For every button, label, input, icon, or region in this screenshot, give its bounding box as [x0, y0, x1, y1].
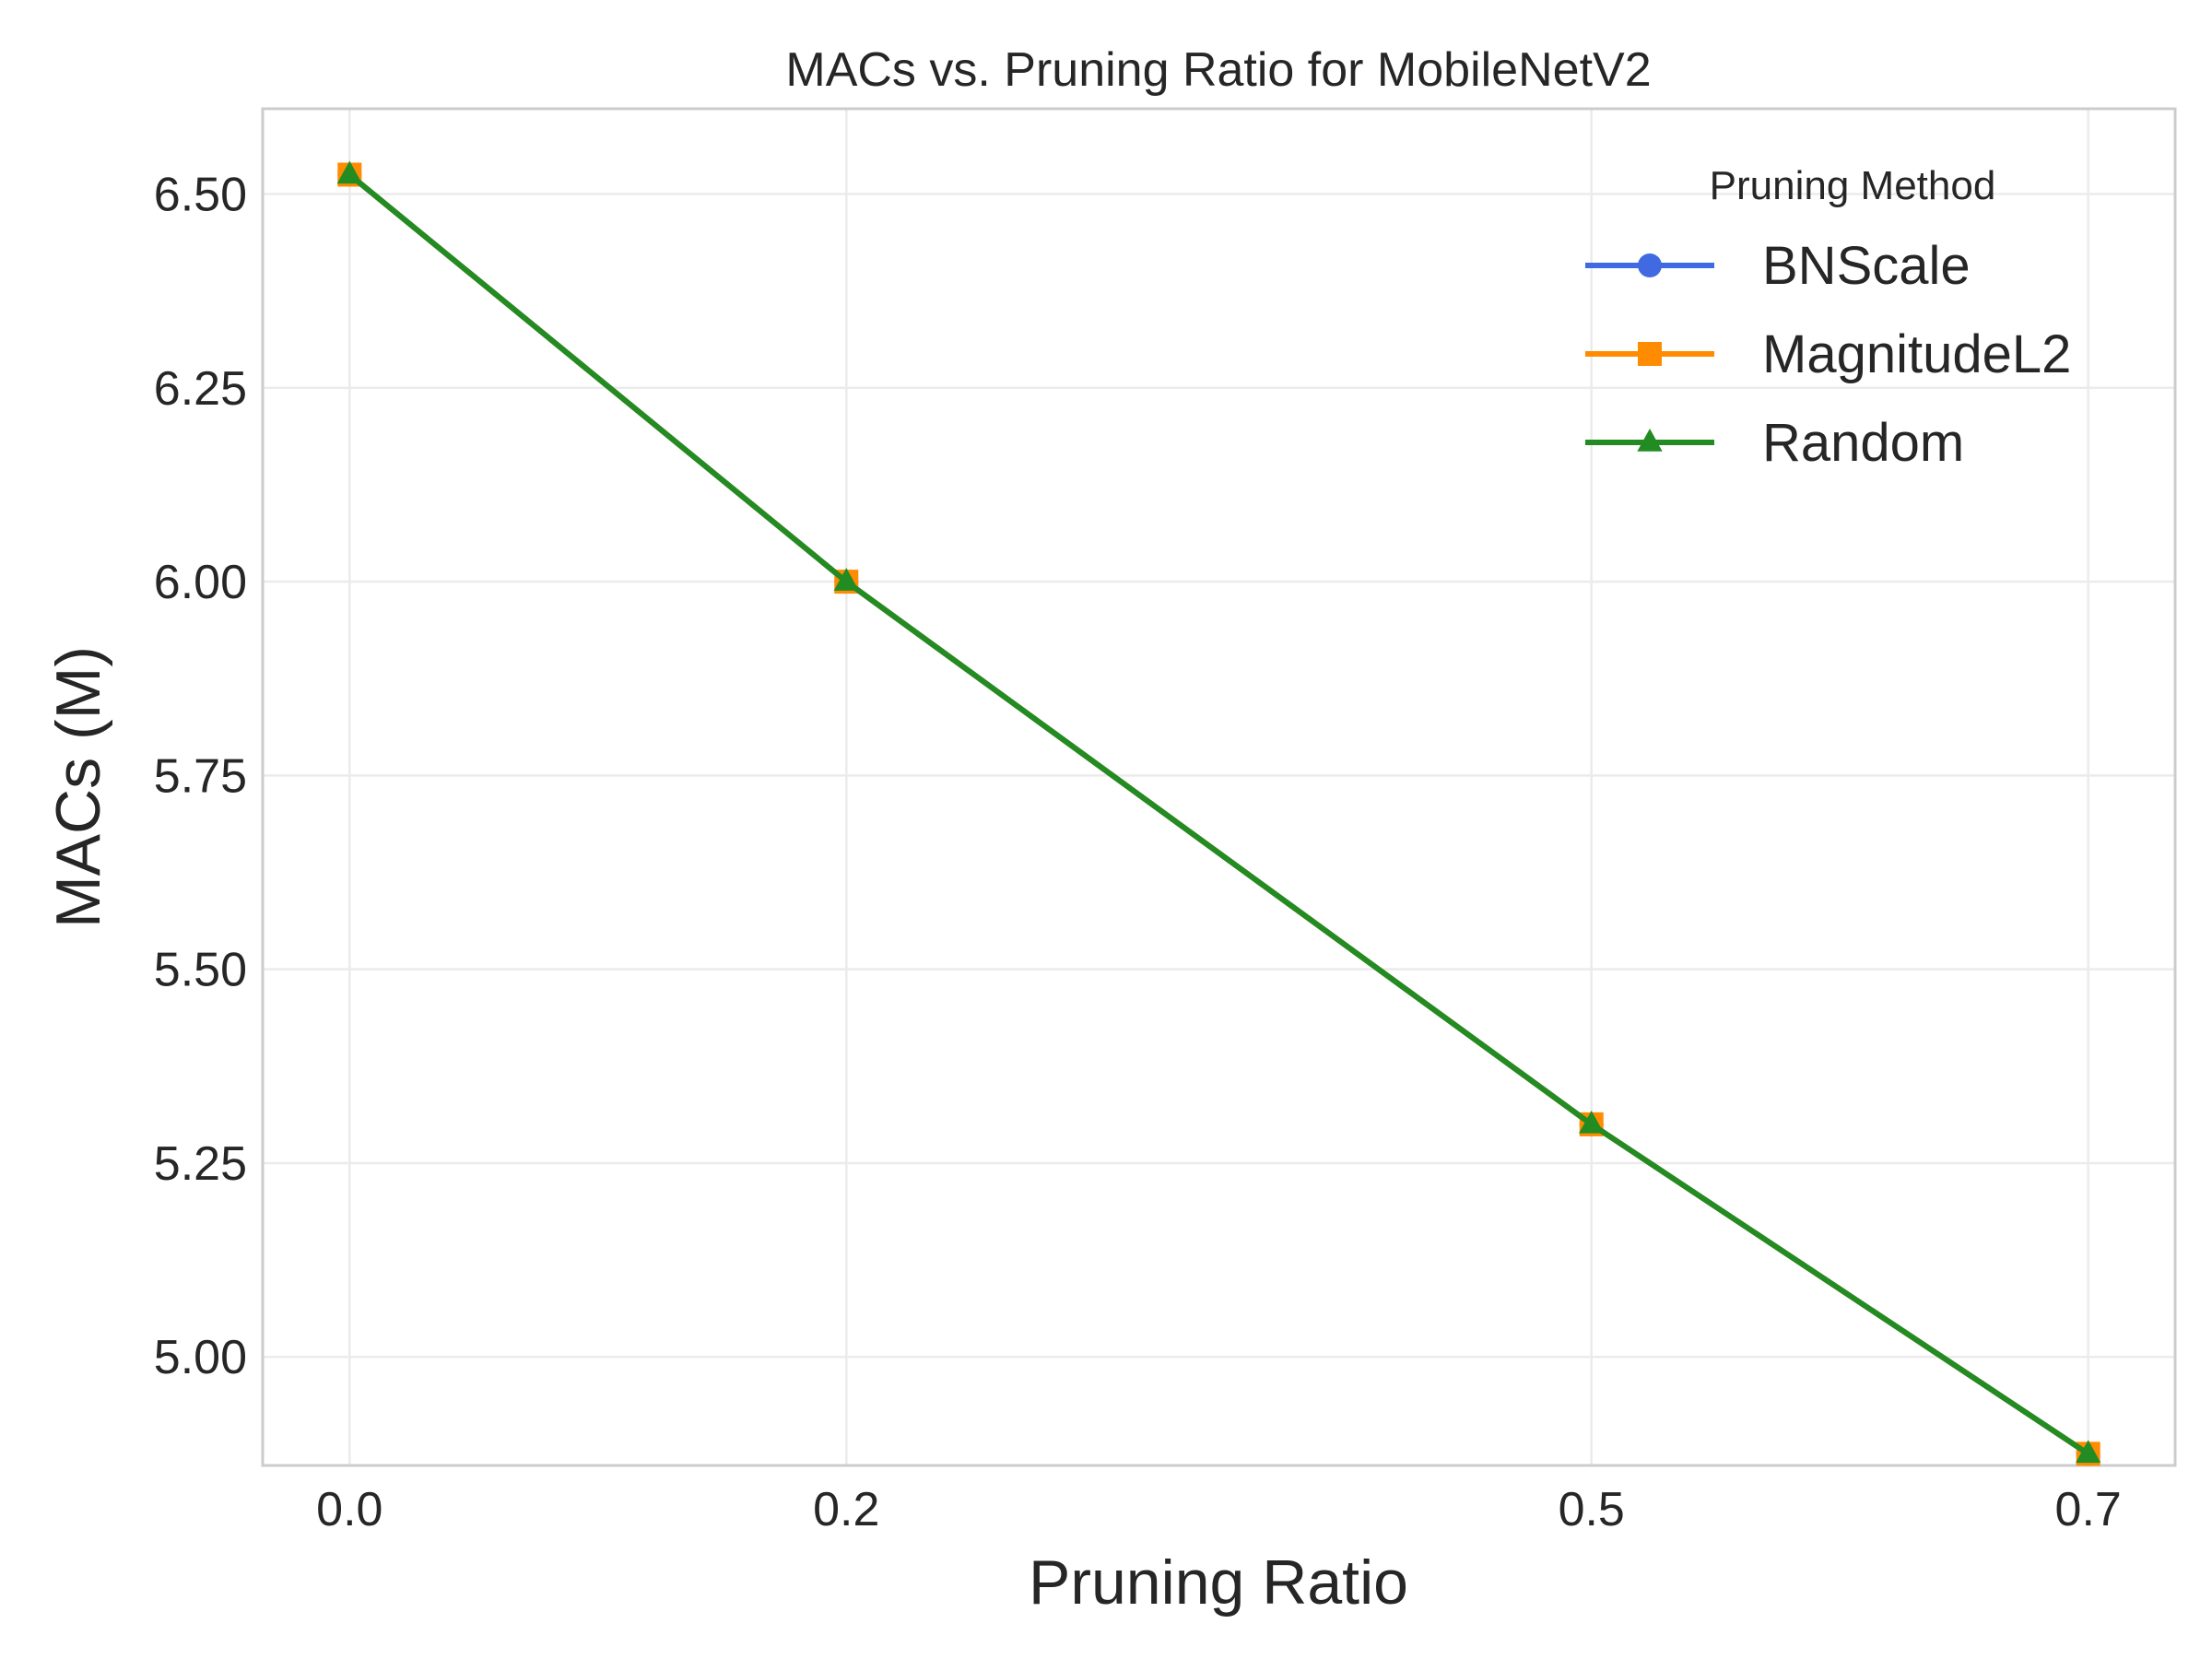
- x-tick-label: 0.5: [1559, 1483, 1625, 1536]
- series-random: [336, 160, 2101, 1464]
- legend-label: MagnitudeL2: [1762, 324, 2071, 384]
- x-tick-label: 0.2: [813, 1483, 879, 1536]
- y-tick-label: 5.00: [154, 1331, 247, 1384]
- plot-frame: [261, 107, 2177, 1467]
- legend-item: BNScale: [1585, 236, 1971, 296]
- data-point: [833, 568, 859, 591]
- y-tick-label: 6.25: [154, 362, 247, 416]
- y-tick-label: 5.25: [154, 1137, 247, 1191]
- y-axis-label: MACs (M): [43, 646, 113, 928]
- x-axis-label: Pruning Ratio: [1029, 1547, 1408, 1618]
- legend-label: Random: [1762, 413, 1964, 473]
- data-point: [2076, 1440, 2101, 1464]
- legend-title: Pruning Method: [1710, 163, 1996, 208]
- data-point: [336, 160, 362, 184]
- legend-label: BNScale: [1762, 236, 1971, 296]
- legend-item: MagnitudeL2: [1585, 324, 2071, 384]
- legend-items: BNScale MagnitudeL2 Random: [1585, 236, 2071, 473]
- series-line: [347, 172, 2090, 1456]
- legend-marker: [1637, 429, 1663, 452]
- legend-marker: [1638, 253, 1662, 277]
- tick-labels: 0.0 0.2 0.5 0.7 5.00 5.25 5.50 5.75 6.00 6.25 6.50: [154, 169, 2122, 1536]
- series-group: [336, 160, 2101, 1466]
- legend: Pruning Method BNScale MagnitudeL2 Random: [1585, 163, 2071, 473]
- y-tick-label: 6.00: [154, 556, 247, 609]
- y-tick-label: 5.50: [154, 944, 247, 997]
- legend-item: Random: [1585, 413, 1964, 473]
- grid: [263, 109, 2175, 1465]
- y-tick-label: 5.75: [154, 749, 247, 803]
- x-tick-label: 0.7: [2055, 1483, 2122, 1536]
- y-tick-label: 6.50: [154, 169, 247, 222]
- legend-marker: [1638, 342, 1662, 366]
- chart-title: MACs vs. Pruning Ratio for MobileNetV2: [785, 43, 1651, 97]
- x-tick-label: 0.0: [316, 1483, 382, 1536]
- data-point: [1579, 1110, 1605, 1134]
